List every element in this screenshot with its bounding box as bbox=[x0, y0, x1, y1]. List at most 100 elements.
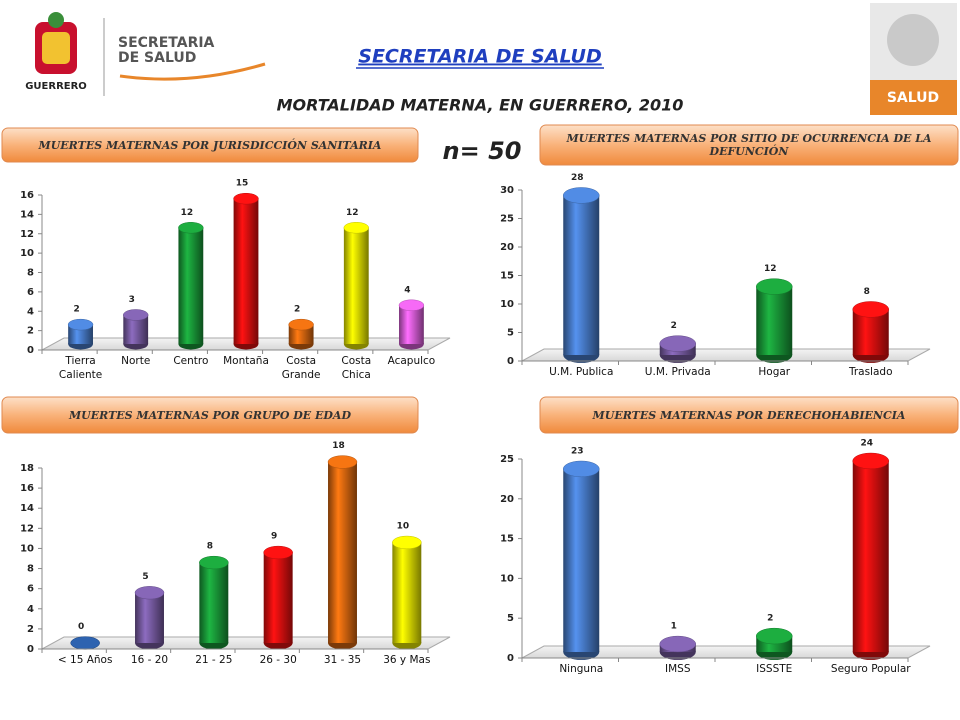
floor bbox=[41, 636, 451, 650]
x-tick-label: 36 y Mas bbox=[383, 654, 431, 666]
x-tick-label-box: Tierra Caliente bbox=[58, 355, 103, 381]
bar bbox=[135, 592, 164, 643]
bar-cap bbox=[852, 301, 889, 318]
logo-text: SECRETARÍA DE SALUD bbox=[118, 36, 215, 66]
value-label: 18 bbox=[332, 441, 345, 451]
value-label: 3 bbox=[129, 295, 135, 305]
x-tick-label-box: Seguro Popular bbox=[830, 663, 911, 675]
value-label: 24 bbox=[860, 439, 873, 449]
x-tick-label: U.M. Privada bbox=[644, 366, 711, 378]
y-tick-label: 18 bbox=[20, 463, 34, 474]
value-label: 8 bbox=[864, 287, 870, 297]
bar-cap bbox=[756, 627, 793, 645]
y-tick-label: 8 bbox=[27, 564, 34, 575]
x-tick-label: Tierra Caliente bbox=[58, 355, 103, 381]
x-tick-label-box: Hogar bbox=[758, 366, 790, 378]
bar-cap bbox=[398, 299, 425, 311]
x-tick-label-box: 16 - 20 bbox=[131, 654, 168, 666]
bar-cap bbox=[756, 278, 793, 295]
x-tick-label: Costa Grande bbox=[281, 355, 321, 381]
chart-title: MUERTES MATERNAS POR GRUPO DE EDAD bbox=[68, 408, 351, 422]
y-tick-label: 0 bbox=[507, 653, 514, 664]
x-tick-label: Centro bbox=[173, 355, 209, 367]
bar-cap bbox=[343, 222, 369, 234]
bar bbox=[756, 286, 793, 355]
y-tick-label: 0 bbox=[507, 356, 514, 367]
y-tick-label: 10 bbox=[20, 248, 34, 259]
chart-title: MUERTES MATERNAS POR SITIO DE OCURRENCIA… bbox=[566, 132, 932, 158]
y-tick-label: 30 bbox=[500, 185, 514, 196]
y-tick-label: 16 bbox=[20, 190, 34, 201]
logo-right: SALUD bbox=[870, 3, 957, 115]
x-tick-label-box: 21 - 25 bbox=[195, 654, 233, 666]
bar bbox=[399, 305, 424, 344]
y-tick-label: 5 bbox=[507, 613, 514, 624]
y-tick-label: 10 bbox=[500, 573, 514, 584]
x-tick-label: IMSS bbox=[665, 663, 691, 675]
bar-cap bbox=[852, 452, 889, 470]
y-tick-label: 20 bbox=[500, 494, 514, 505]
bar-cap bbox=[263, 545, 293, 560]
value-label: 4 bbox=[404, 285, 410, 295]
x-tick-label-box: Traslado bbox=[848, 366, 893, 378]
y-tick-label: 10 bbox=[20, 543, 34, 554]
value-label: 10 bbox=[397, 522, 410, 532]
x-tick-label: Ninguna bbox=[559, 663, 604, 675]
y-tick-label: 8 bbox=[27, 268, 34, 279]
x-tick-label-box: Costa Grande bbox=[281, 355, 321, 381]
bar bbox=[178, 227, 204, 344]
x-tick-label: Traslado bbox=[848, 366, 893, 378]
x-tick-label-box: 36 y Mas bbox=[383, 654, 431, 666]
bar-cap bbox=[563, 187, 600, 204]
banner bbox=[1, 127, 419, 163]
bar-cap bbox=[392, 535, 422, 550]
x-tick-label-box: 31 - 35 bbox=[324, 654, 361, 666]
x-tick-label: Montaña bbox=[223, 355, 269, 367]
chart-title: MUERTES MATERNAS POR DERECHOHABIENCIA bbox=[592, 408, 906, 422]
subtitle: MORTALIDAD MATERNA, EN GUERRERO, 2010 bbox=[277, 96, 684, 115]
x-tick-label-box: U.M. Privada bbox=[644, 366, 711, 378]
x-tick-label-box: Centro bbox=[173, 355, 209, 367]
bar-cap bbox=[659, 635, 696, 653]
x-tick-label-box: Ninguna bbox=[559, 663, 604, 675]
bar-cap bbox=[563, 460, 600, 478]
y-tick-label: 0 bbox=[27, 345, 34, 356]
bar bbox=[233, 198, 259, 344]
y-tick-label: 15 bbox=[500, 271, 514, 282]
value-label: 2 bbox=[767, 614, 773, 624]
banner bbox=[1, 396, 419, 434]
x-tick-label: U.M. Publica bbox=[549, 366, 614, 378]
y-tick-label: 0 bbox=[27, 644, 34, 655]
bar-cap bbox=[659, 335, 696, 352]
bar bbox=[343, 227, 369, 344]
bar-cap bbox=[327, 455, 358, 469]
value-label: 0 bbox=[78, 622, 84, 632]
y-tick-label: 6 bbox=[27, 584, 34, 595]
value-label: 9 bbox=[271, 532, 277, 542]
x-tick-label: ISSSTE bbox=[756, 663, 793, 675]
banner bbox=[539, 124, 959, 166]
bar bbox=[392, 542, 422, 643]
chart-title-box: MUERTES MATERNAS POR SITIO DE OCURRENCIA… bbox=[566, 132, 932, 158]
y-tick-label: 25 bbox=[500, 454, 514, 465]
bar-cap bbox=[233, 192, 259, 205]
bar-cap bbox=[134, 586, 165, 600]
bar bbox=[563, 468, 600, 652]
y-tick-label: 2 bbox=[27, 624, 34, 635]
value-label: 12 bbox=[764, 264, 777, 274]
y-tick-label: 12 bbox=[20, 229, 34, 240]
sample-size: n= 50 bbox=[443, 137, 522, 165]
value-label: 1 bbox=[671, 622, 677, 632]
chart-title: MUERTES MATERNAS POR JURISDICCIÓN SANITA… bbox=[38, 138, 382, 152]
x-tick-label: Seguro Popular bbox=[830, 663, 911, 675]
chart-title-box: MUERTES MATERNAS POR JURISDICCIÓN SANITA… bbox=[38, 138, 382, 152]
bar-cap bbox=[67, 318, 94, 331]
y-tick-label: 2 bbox=[27, 326, 34, 337]
y-tick-label: 15 bbox=[500, 534, 514, 545]
value-label: 28 bbox=[571, 173, 584, 183]
value-label: 2 bbox=[671, 321, 677, 331]
x-tick-label: Norte bbox=[121, 355, 151, 367]
x-tick-label: 21 - 25 bbox=[195, 654, 233, 666]
